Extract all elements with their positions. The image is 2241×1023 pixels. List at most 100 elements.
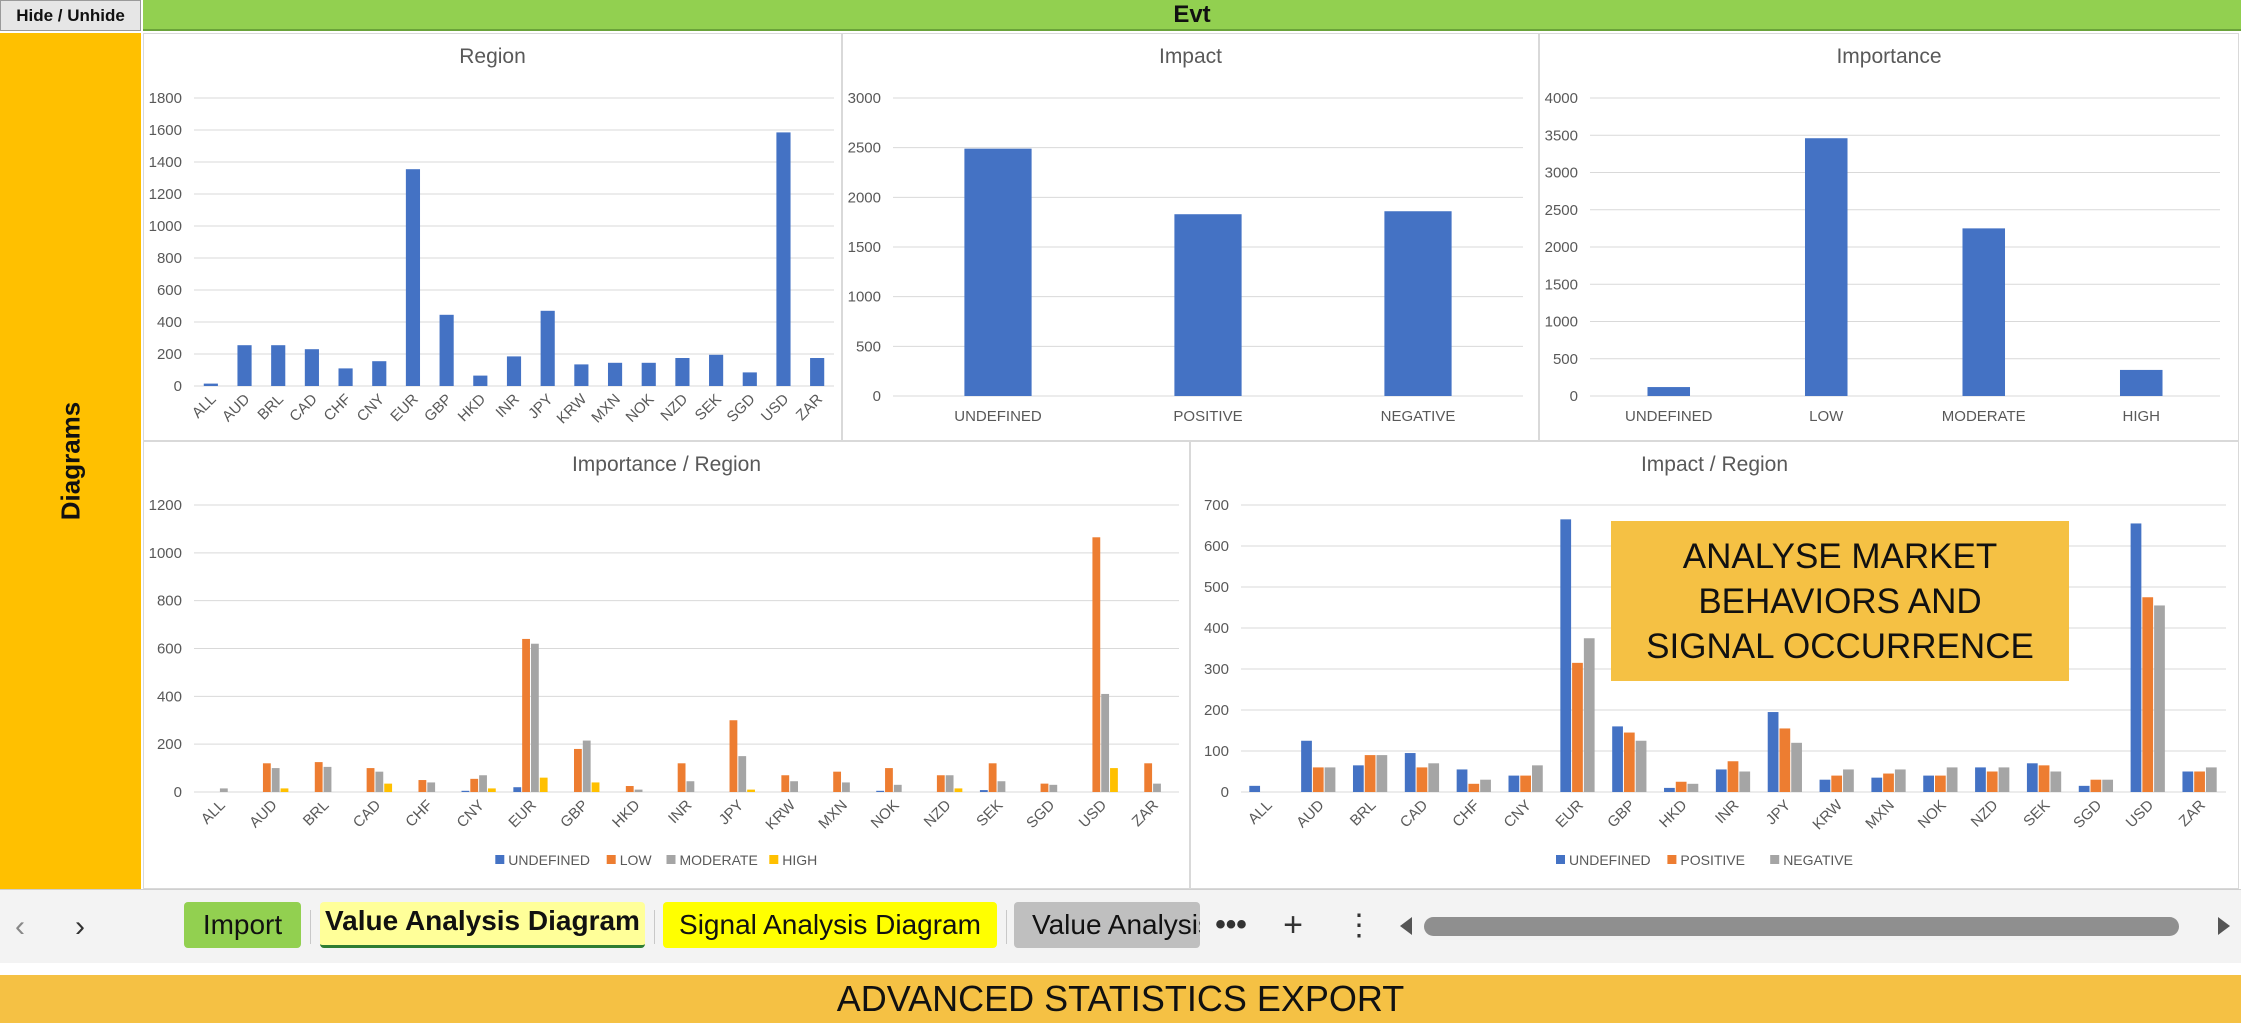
bar-aud-positive bbox=[1312, 767, 1324, 792]
vertical-dots-icon[interactable]: ⋮ bbox=[1344, 908, 1374, 942]
bar-jpy-undefined bbox=[1767, 712, 1779, 792]
x-tick-label: MXN bbox=[588, 391, 624, 427]
bar-usd-moderate bbox=[1101, 693, 1110, 792]
x-tick-label: UNDEFINED bbox=[954, 408, 1042, 425]
x-tick-label: SGD bbox=[724, 391, 759, 426]
bar-gbp-high bbox=[591, 782, 600, 792]
x-tick-label: SEK bbox=[973, 797, 1006, 830]
x-tick-label: BRL bbox=[1347, 797, 1380, 830]
y-tick-label: 0 bbox=[174, 378, 182, 395]
tab-value-analysis[interactable]: Value Analysis bbox=[1014, 902, 1200, 948]
x-tick-label: NOK bbox=[623, 391, 658, 426]
importance-region-chart[interactable]: Importance / Region 0 200 400 600 800 1000 1200… bbox=[143, 441, 1190, 889]
tab-value-analysis-diagram[interactable]: Value Analysis Diagram bbox=[320, 902, 645, 948]
y-tick-label: 100 bbox=[1204, 743, 1229, 760]
bar-aud bbox=[237, 345, 252, 386]
bar-hkd-negative bbox=[1687, 783, 1699, 792]
x-tick-label: NZD bbox=[657, 391, 691, 425]
legend-label-undefined: UNDEFINED bbox=[508, 852, 590, 868]
y-tick-label: 1000 bbox=[149, 545, 182, 562]
bar-cad-negative bbox=[1428, 763, 1440, 792]
bar-jpy-negative bbox=[1791, 742, 1802, 792]
x-tick-label: HKD bbox=[609, 797, 644, 832]
tab-import[interactable]: Import bbox=[184, 902, 301, 948]
chevron-left-icon[interactable]: ‹ bbox=[15, 910, 25, 943]
x-tick-label: ZAR bbox=[2176, 797, 2209, 830]
hide-unhide-button[interactable]: Hide / Unhide bbox=[0, 0, 141, 31]
bar-chf-moderate bbox=[427, 782, 436, 792]
bar-nzd-negative bbox=[1998, 767, 2010, 792]
x-tick-label: CHF bbox=[402, 797, 436, 831]
bar-cad-undefined bbox=[1404, 753, 1416, 792]
bar-gbp-undefined bbox=[1612, 726, 1623, 792]
x-tick-label: CHF bbox=[1449, 797, 1483, 831]
x-tick-label: NOK bbox=[868, 797, 903, 832]
x-tick-label: ZAR bbox=[793, 391, 826, 424]
chevron-right-icon[interactable]: › bbox=[75, 910, 85, 943]
importance-chart[interactable]: Importance 0 500 1000 1500 2000 2500 3000 3500 40… bbox=[1539, 33, 2239, 441]
legend-label-undefined: UNDEFINED bbox=[1569, 852, 1651, 868]
bar-usd-negative bbox=[2154, 605, 2165, 792]
bar-negative bbox=[1384, 211, 1452, 396]
bar-cad-low bbox=[366, 768, 375, 792]
y-tick-label: 1800 bbox=[149, 90, 182, 107]
bar-brl bbox=[271, 345, 286, 386]
y-tick-label: 2500 bbox=[848, 140, 881, 157]
bar-usd-positive bbox=[2142, 597, 2154, 792]
bar-low bbox=[1804, 138, 1848, 396]
horizontal-scrollbar[interactable] bbox=[1400, 915, 2230, 939]
bar-jpy-high bbox=[747, 789, 755, 792]
y-tick-label: 400 bbox=[157, 688, 182, 705]
x-tick-label: KRW bbox=[1809, 796, 1846, 833]
y-tick-label: 2000 bbox=[1545, 239, 1578, 256]
y-tick-label: 700 bbox=[1204, 497, 1229, 514]
scroll-right-arrow-icon[interactable] bbox=[2218, 917, 2230, 935]
x-tick-label: USD bbox=[1076, 797, 1111, 832]
sheet-tab-bar: ‹ › Import Value Analysis Diagram Signal… bbox=[0, 889, 2241, 963]
y-tick-label: 500 bbox=[1204, 579, 1229, 596]
plus-icon[interactable]: + bbox=[1283, 905, 1303, 944]
sidebar-panel: Diagrams bbox=[0, 33, 141, 889]
tab-separator bbox=[654, 910, 655, 944]
x-tick-label: HIGH bbox=[2123, 408, 2161, 425]
bar-mxn-positive bbox=[1883, 773, 1894, 792]
scroll-thumb[interactable] bbox=[1424, 917, 2179, 936]
impact-chart[interactable]: Impact 0 500 1000 1500 2000 2500 3000 UNDEFINED P… bbox=[842, 33, 1539, 441]
impact-svg: Impact 0 500 1000 1500 2000 2500 3000 UNDEFINED P… bbox=[848, 45, 1523, 425]
region-chart[interactable]: Region 0 200 400 600 800 1000 1200 1400 1600 1800 A… bbox=[143, 33, 842, 441]
bar-krw-low bbox=[781, 775, 790, 792]
bar-nzd bbox=[675, 358, 690, 386]
bar-aud-high bbox=[280, 788, 289, 792]
bar-nzd-undefined bbox=[1975, 767, 1986, 792]
y-tick-label: 600 bbox=[157, 282, 182, 299]
bar-cad-positive bbox=[1416, 767, 1428, 792]
y-tick-label: 1000 bbox=[848, 289, 881, 306]
bar-mxn-moderate bbox=[842, 782, 850, 792]
ellipsis-icon[interactable]: ••• bbox=[1215, 908, 1247, 941]
bar-hkd-undefined bbox=[1664, 787, 1675, 792]
bar-nzd-low bbox=[936, 775, 945, 792]
x-tick-label: CNY bbox=[1501, 797, 1535, 831]
x-tick-label: KRW bbox=[554, 390, 591, 427]
banner-title: Evt bbox=[1173, 0, 1211, 28]
x-tick-label: MXN bbox=[815, 797, 851, 833]
bar-jpy bbox=[540, 310, 555, 386]
scroll-left-arrow-icon[interactable] bbox=[1400, 917, 1412, 935]
bar-brl-moderate bbox=[323, 766, 332, 792]
bar-nok-undefined bbox=[1923, 775, 1934, 792]
x-tick-label: ALL bbox=[189, 391, 220, 422]
bar-krw bbox=[574, 364, 589, 386]
tab-signal-analysis-diagram[interactable]: Signal Analysis Diagram bbox=[663, 902, 997, 948]
x-tick-label: GBP bbox=[1604, 797, 1638, 831]
x-tick-label: INR bbox=[1712, 797, 1742, 827]
bar-gbp-moderate bbox=[582, 740, 591, 792]
bar-cny-moderate bbox=[479, 775, 487, 792]
bar-sek-undefined bbox=[2026, 763, 2038, 792]
bar-eur-moderate bbox=[530, 643, 539, 792]
x-tick-label: CAD bbox=[286, 391, 321, 426]
y-tick-label: 500 bbox=[856, 338, 881, 355]
bar-inr-low bbox=[677, 763, 686, 792]
y-tick-label: 3000 bbox=[848, 90, 881, 107]
y-tick-label: 2000 bbox=[848, 189, 881, 206]
x-tick-label: CNY bbox=[454, 797, 488, 831]
